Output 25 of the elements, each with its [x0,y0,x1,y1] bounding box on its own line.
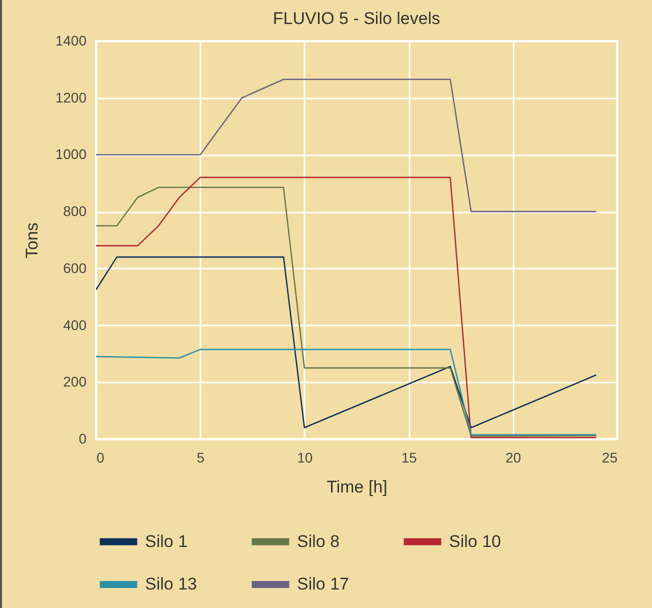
legend-label: Silo 17 [297,574,349,594]
legend-label: Silo 1 [145,532,188,551]
legend-label: Silo 10 [449,532,501,551]
line-series [96,256,597,428]
x-tick-label: 15 [401,450,418,466]
y-tick-label: 400 [63,316,87,333]
legend-label: Silo 13 [145,574,197,594]
x-tick-label: 5 [196,450,205,466]
y-tick-label: 1000 [55,146,87,162]
x-tick-label: 20 [506,450,522,466]
line-series [96,348,597,436]
y-tick-label: 800 [63,203,87,220]
x-tick-label: 25 [602,450,618,466]
y-tick-label: 1200 [55,89,87,106]
line-series [96,78,597,212]
y-tick-label: 1400 [55,32,87,48]
y-tick-label: 600 [63,260,87,276]
x-tick-label: 10 [297,450,313,466]
y-axis-title: Tons [22,222,42,258]
legend-label: Silo 8 [297,532,340,551]
x-tick-label: 0 [96,450,104,466]
y-tick-label: 0 [78,430,87,446]
chart-title: FLUVIO 5 - Silo levels [272,9,440,28]
y-tick-label: 200 [63,374,87,390]
x-axis-title: Time [h] [326,478,388,496]
